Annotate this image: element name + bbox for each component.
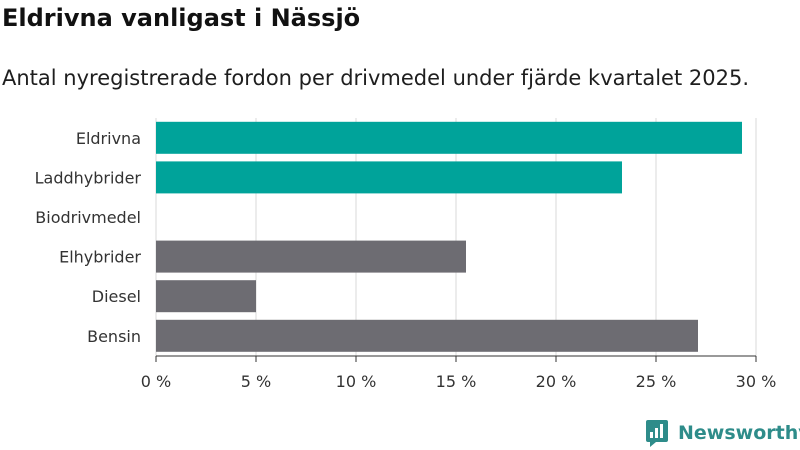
chart-subtitle: Antal nyregistrerade fordon per drivmede… — [2, 66, 750, 90]
x-tick-label-5: 25 % — [636, 372, 677, 391]
chart-title: Eldrivna vanligast i Nässjö — [2, 4, 361, 32]
category-label-eldrivna: Eldrivna — [76, 129, 141, 148]
bar-diesel — [156, 280, 256, 313]
x-tick-label-3: 15 % — [436, 372, 477, 391]
bar-eldrivna — [156, 121, 742, 154]
bar-elhybrider — [156, 240, 466, 273]
brand-name: Newsworthy — [678, 422, 800, 444]
newsworthy-logo-icon — [646, 420, 668, 447]
x-tick-label-2: 10 % — [336, 372, 377, 391]
category-label-laddhybrider: Laddhybrider — [35, 168, 142, 187]
x-tick-label-0: 0 % — [141, 372, 171, 391]
x-tick-label-1: 5 % — [241, 372, 271, 391]
category-label-diesel: Diesel — [92, 287, 141, 306]
bar-bensin — [156, 319, 698, 352]
x-tick-label-4: 20 % — [536, 372, 577, 391]
brand-logo: Newsworthy — [644, 418, 800, 448]
category-label-bensin: Bensin — [87, 327, 141, 346]
x-tick-label-6: 30 % — [736, 372, 777, 391]
bar-laddhybrider — [156, 161, 622, 194]
category-label-biodrivmedel: Biodrivmedel — [35, 208, 141, 227]
category-label-elhybrider: Elhybrider — [59, 248, 141, 267]
